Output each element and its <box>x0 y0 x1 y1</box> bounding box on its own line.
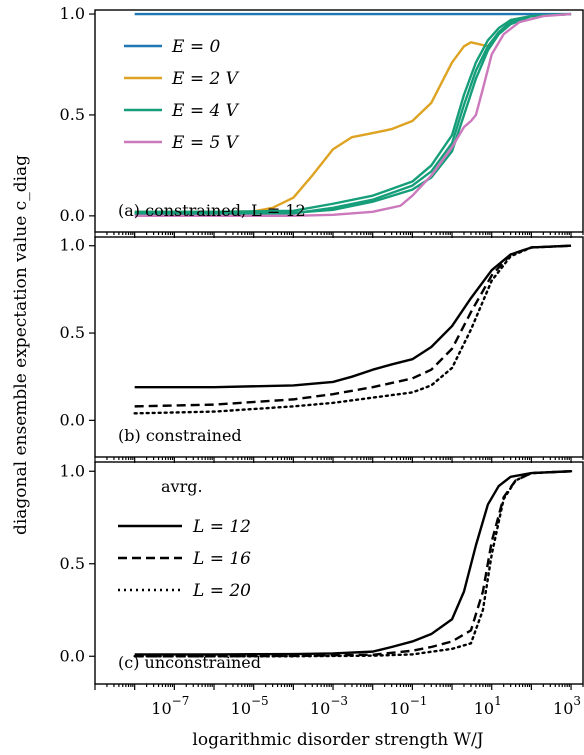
y-tick-label: 1.0 <box>60 236 85 255</box>
panel-caption: (b) constrained <box>118 426 242 445</box>
x-tick-label: 10−1 <box>389 694 427 718</box>
legend-label: L = 16 <box>192 549 251 569</box>
panel-2: 0.0 0.5 1.0 10−7 10−5 10−3 10−1 101 103 (c) uncon… <box>60 461 584 718</box>
series-line-2-2 <box>133 470 573 658</box>
x-tick-label: 103 <box>553 694 581 718</box>
legend-label: E = 0 <box>171 37 220 57</box>
y-tick-label: 1.0 <box>60 461 85 480</box>
legend-label: E = 5 V <box>171 133 240 153</box>
series-line-0-3 <box>134 12 572 214</box>
panel-frame <box>94 236 584 458</box>
series-line-1-2 <box>133 244 573 415</box>
y-tick-label: 1.0 <box>60 4 85 23</box>
legend-label: E = 2 V <box>171 69 240 89</box>
series-line-1-0 <box>134 244 572 389</box>
y-axis-label: diagonal ensemble expectation value c_di… <box>11 155 31 535</box>
y-tick-label: 0.5 <box>60 323 85 342</box>
panel-frame <box>94 9 584 233</box>
x-tick-label: 10−7 <box>151 694 189 718</box>
y-tick-label: 0.0 <box>60 206 85 225</box>
panel-frame <box>94 461 584 685</box>
legend-title: avrg. <box>161 477 203 496</box>
y-tick-label: 0.0 <box>60 410 85 429</box>
panel-caption: (c) unconstrained <box>118 653 261 672</box>
y-tick-label: 0.5 <box>60 554 85 573</box>
series-line-0-5 <box>134 12 572 218</box>
panel-caption: (a) constrained, L = 12 <box>118 201 306 220</box>
x-tick-label: 10−5 <box>231 694 269 718</box>
panel-0: 0.0 0.5 1.0 (a) constrained, L = 12 E = 0 E =… <box>60 4 584 238</box>
legend-label: L = 20 <box>192 581 251 601</box>
x-axis-label: logarithmic disorder strength W/J <box>192 730 483 750</box>
series-line-0-4 <box>134 12 572 216</box>
y-tick-label: 0.0 <box>60 646 85 665</box>
legend-label: L = 12 <box>192 517 251 537</box>
series-line-1-1 <box>134 244 572 408</box>
legend-label: E = 4 V <box>171 101 240 121</box>
panel-1: 0.0 0.5 1.0 (b) constrained <box>60 236 584 463</box>
y-tick-label: 0.5 <box>60 105 85 124</box>
x-tick-label: 101 <box>474 694 502 718</box>
series-line-2-0 <box>134 470 572 656</box>
x-tick-label: 10−3 <box>310 694 348 718</box>
